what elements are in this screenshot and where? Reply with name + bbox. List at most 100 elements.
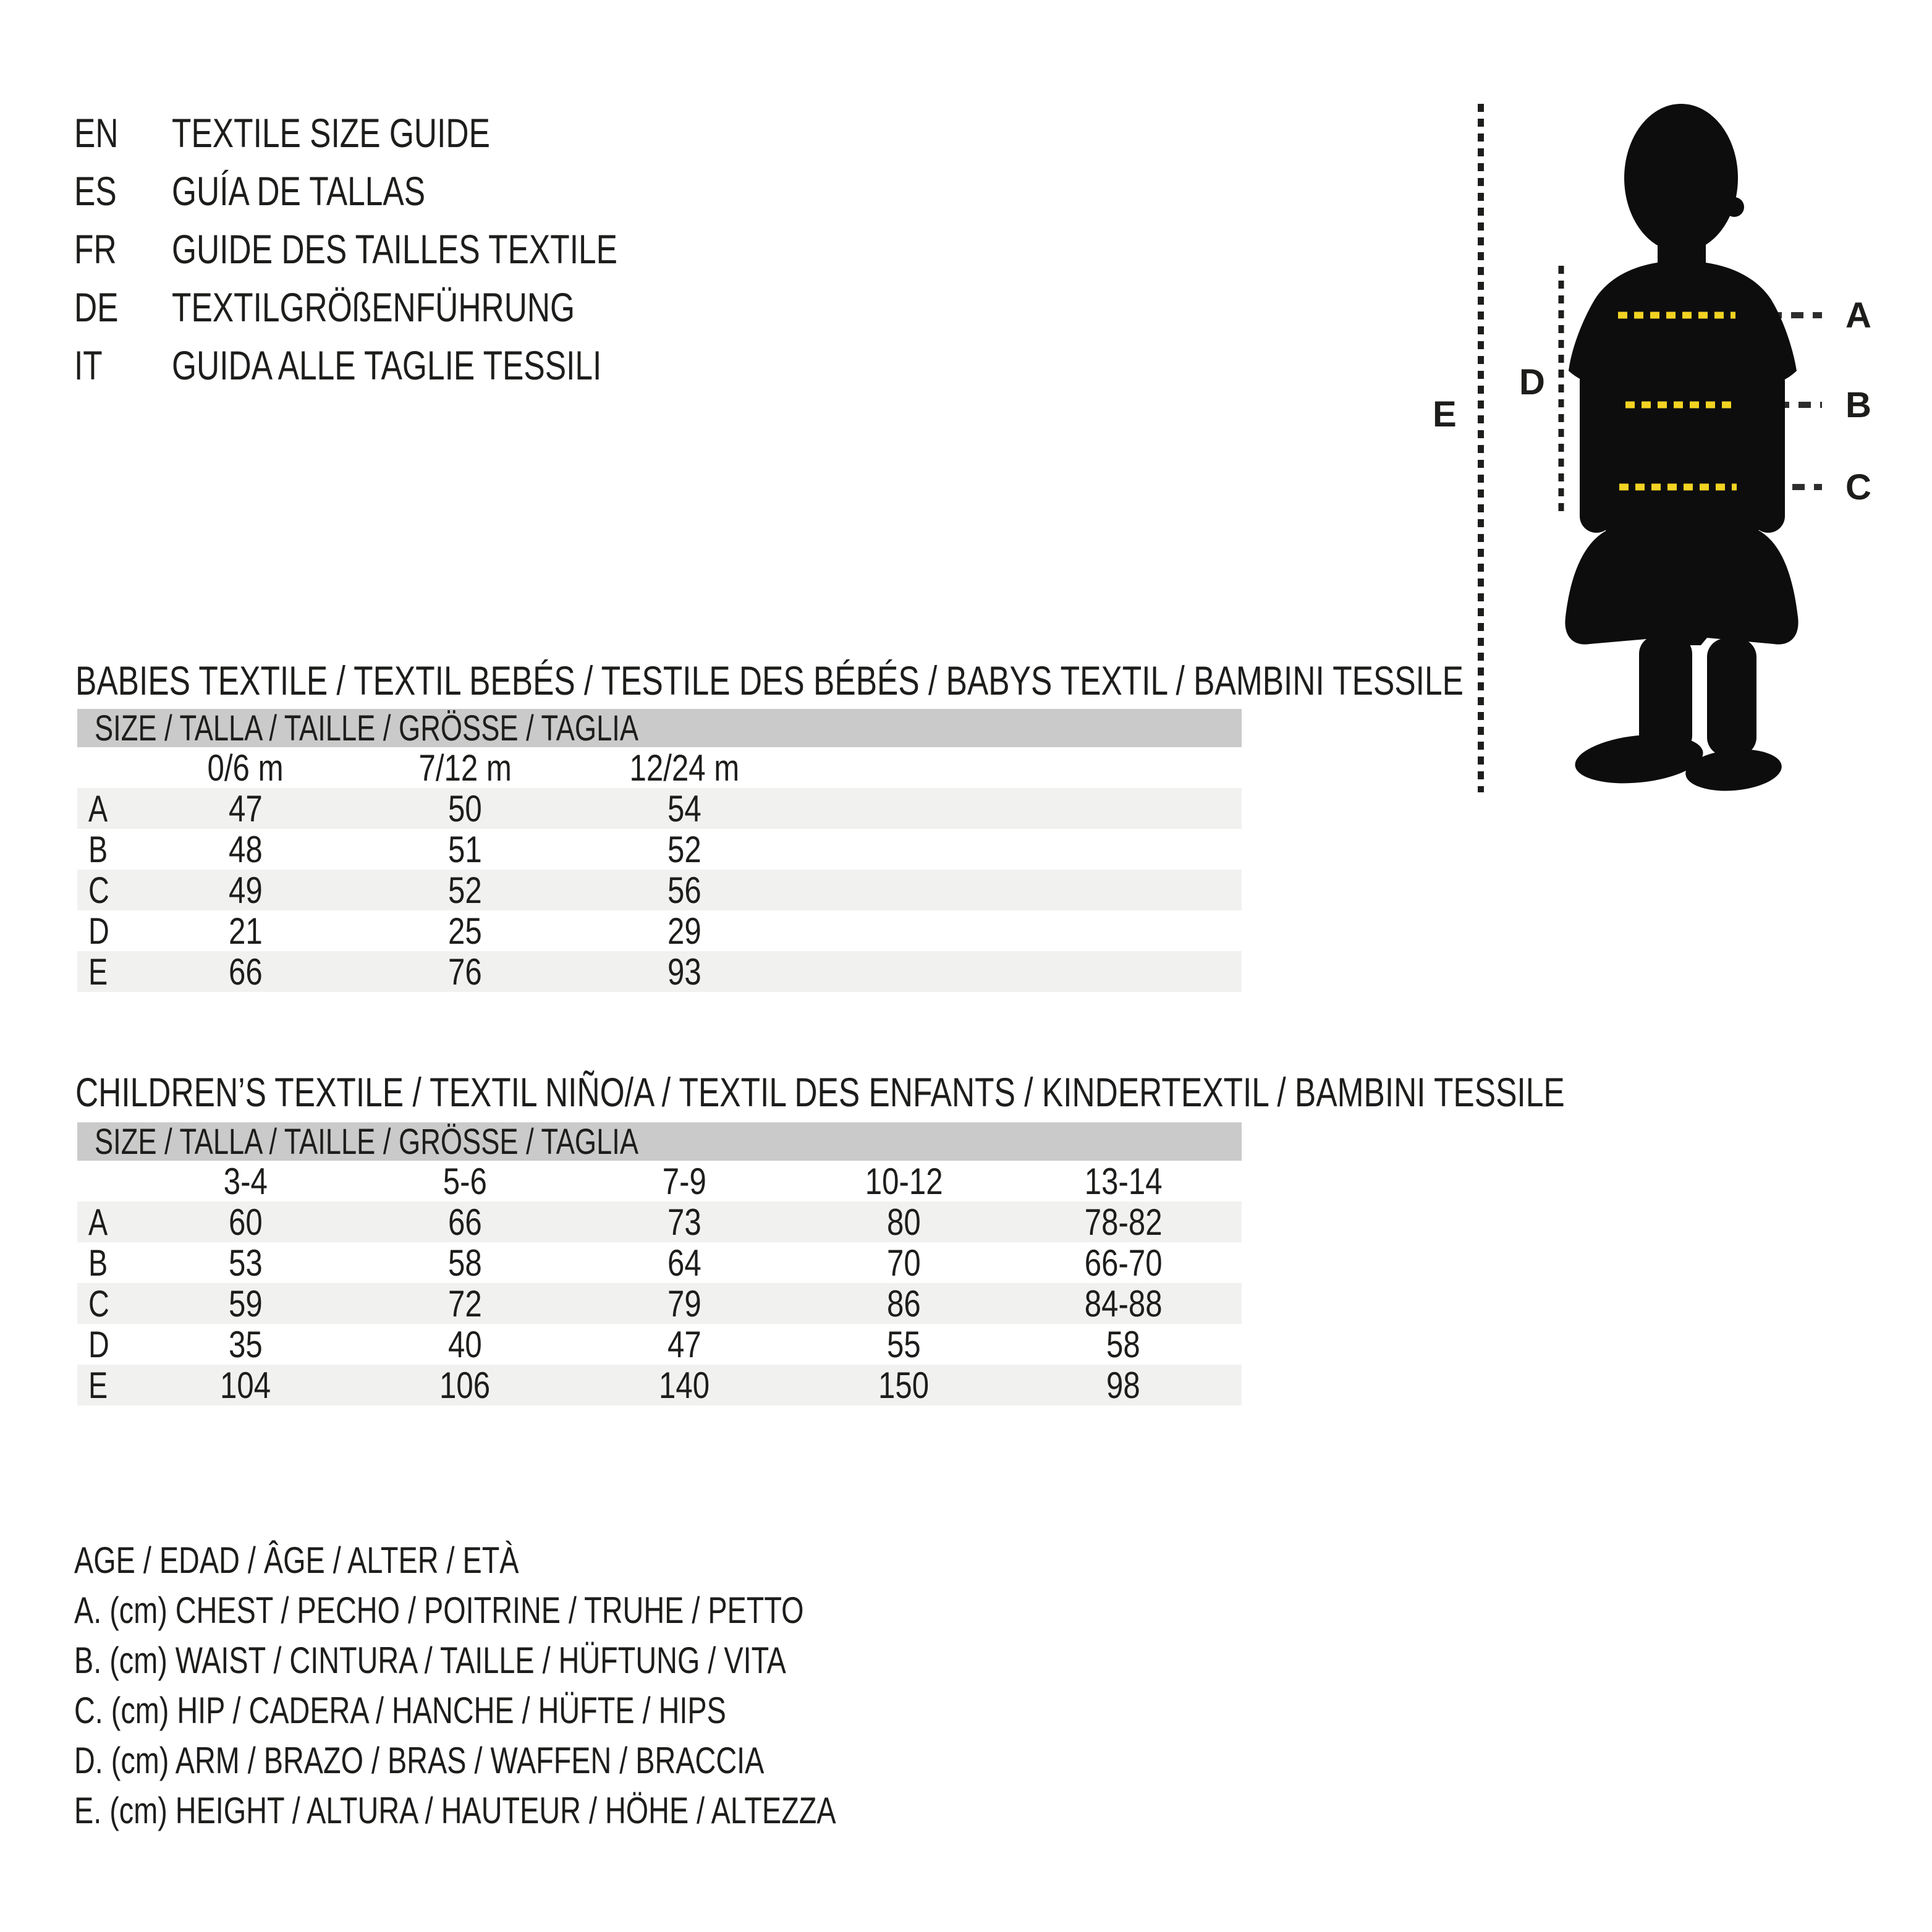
- babies-column-header: 7/12 m: [418, 747, 512, 789]
- size-cell: 80: [887, 1201, 921, 1243]
- babies-column-header-row: 0/6 m 7/12 m 12/24 m: [77, 747, 1242, 789]
- babies-section-heading: BABIES TEXTILE / TEXTIL BEBÉS / TESTILE …: [75, 658, 1464, 703]
- size-cell: 73: [667, 1201, 701, 1243]
- babies-row-e: E 66 76 93: [77, 951, 1242, 993]
- size-cell: 35: [229, 1323, 263, 1365]
- size-cell: 150: [878, 1364, 930, 1406]
- babies-column-header: 0/6 m: [207, 747, 284, 789]
- size-cell: 50: [448, 787, 482, 829]
- babies-row-b: B 48 51 52: [77, 829, 1242, 870]
- children-column-header: 3-4: [223, 1160, 268, 1202]
- size-cell: 66-70: [1084, 1242, 1163, 1284]
- language-row-fr: FR GUIDE DES TAILLES TEXTILE: [74, 220, 743, 278]
- children-column-header: 5-6: [443, 1160, 488, 1202]
- size-cell: 72: [448, 1282, 482, 1324]
- size-cell: 76: [448, 951, 482, 993]
- children-row-d: D 35 40 47 55 58: [77, 1324, 1242, 1365]
- language-title-it: GUIDA ALLE TAGLIE TESSILI: [172, 342, 602, 388]
- size-cell: 21: [229, 910, 263, 952]
- row-label: B: [88, 828, 108, 870]
- size-cell: 53: [229, 1242, 263, 1284]
- size-cell: 106: [439, 1364, 491, 1406]
- size-cell: 140: [659, 1364, 710, 1406]
- figure-label-b: B: [1845, 385, 1871, 425]
- language-title-es: GUÍA DE TALLAS: [172, 168, 426, 214]
- size-cell: 60: [229, 1201, 263, 1243]
- children-size-table: SIZE / TALLA / TAILLE / GRÖSSE / TAGLIA …: [77, 1122, 1242, 1406]
- legend-line-arm: D. (cm) ARM / BRAZO / BRAS / WAFFEN / BR…: [74, 1740, 765, 1781]
- children-section-heading: CHILDREN’S TEXTILE / TEXTIL NIÑO/A / TEX…: [75, 1069, 1565, 1115]
- size-cell: 48: [229, 828, 263, 870]
- figure-label-d: D: [1519, 362, 1545, 402]
- language-title-en: TEXTILE SIZE GUIDE: [172, 110, 490, 156]
- children-row-a: A 60 66 73 80 78-82: [77, 1201, 1242, 1243]
- size-cell: 55: [887, 1323, 921, 1365]
- size-cell: 47: [229, 787, 263, 829]
- language-row-de: DE TEXTILGRÖßENFÜHRUNG: [74, 278, 743, 336]
- size-cell: 66: [448, 1201, 482, 1243]
- size-cell: 86: [887, 1282, 921, 1324]
- size-cell: 58: [448, 1242, 482, 1284]
- babies-size-table: SIZE / TALLA / TAILLE / GRÖSSE / TAGLIA …: [77, 708, 1242, 993]
- size-cell: 25: [448, 910, 482, 952]
- language-title-fr: GUIDE DES TAILLES TEXTILE: [172, 226, 617, 272]
- babies-column-header: 12/24 m: [629, 747, 740, 789]
- row-label: A: [88, 787, 108, 829]
- size-cell: 47: [667, 1323, 701, 1365]
- legend-line-age: AGE / EDAD / ÂGE / ALTER / ETÀ: [74, 1540, 519, 1581]
- babies-row-c: C 49 52 56: [77, 869, 1242, 911]
- size-cell: 52: [448, 869, 482, 911]
- legend-line-height: E. (cm) HEIGHT / ALTURA / HAUTEUR / HÖHE…: [74, 1790, 836, 1831]
- row-label: E: [88, 1364, 108, 1406]
- babies-size-header-bar: SIZE / TALLA / TAILLE / GRÖSSE / TAGLIA: [77, 708, 1242, 748]
- row-label: A: [88, 1201, 108, 1243]
- legend-line-chest: A. (cm) CHEST / PECHO / POITRINE / TRUHE…: [74, 1590, 804, 1631]
- size-cell: 66: [229, 951, 263, 993]
- size-cell: 58: [1106, 1323, 1140, 1365]
- row-label: C: [88, 869, 109, 911]
- size-cell: 49: [229, 869, 263, 911]
- size-cell: 104: [220, 1364, 271, 1406]
- size-cell: 54: [667, 787, 701, 829]
- child-silhouette: [1565, 104, 1799, 791]
- language-row-en: EN TEXTILE SIZE GUIDE: [74, 104, 743, 162]
- language-code-de: DE: [74, 284, 119, 330]
- size-cell: 93: [667, 951, 701, 993]
- babies-row-a: A 47 50 54: [77, 788, 1242, 829]
- size-cell: 52: [667, 828, 701, 870]
- size-cell: 59: [229, 1282, 263, 1324]
- figure-label-e: E: [1433, 394, 1457, 434]
- size-cell: 64: [667, 1242, 701, 1284]
- children-column-header: 10-12: [865, 1160, 943, 1202]
- language-code-en: EN: [74, 110, 119, 156]
- children-row-b: B 53 58 64 70 66-70: [77, 1242, 1242, 1284]
- legend-line-waist: B. (cm) WAIST / CINTURA / TAILLE / HÜFTU…: [74, 1640, 786, 1681]
- child-measurement-figure: A B C D E: [1433, 104, 1871, 792]
- children-row-e: E 104 106 140 150 98: [77, 1364, 1242, 1406]
- row-label: C: [88, 1282, 109, 1324]
- children-column-header: 13-14: [1084, 1160, 1163, 1202]
- language-row-es: ES GUÍA DE TALLAS: [74, 162, 743, 220]
- row-label: B: [88, 1242, 108, 1284]
- size-cell: 70: [887, 1242, 921, 1284]
- row-label: E: [88, 951, 108, 993]
- children-column-header: 7-9: [662, 1160, 707, 1202]
- legend-line-hip: C. (cm) HIP / CADERA / HANCHE / HÜFTE / …: [74, 1690, 726, 1731]
- language-code-fr: FR: [74, 226, 117, 272]
- children-size-header-bar: SIZE / TALLA / TAILLE / GRÖSSE / TAGLIA: [77, 1122, 1242, 1162]
- language-title-list: EN TEXTILE SIZE GUIDE ES GUÍA DE TALLAS …: [74, 104, 743, 394]
- size-cell: 40: [448, 1323, 482, 1365]
- babies-row-d: D 21 25 29: [77, 910, 1242, 952]
- language-title-de: TEXTILGRÖßENFÜHRUNG: [172, 284, 575, 330]
- size-cell: 79: [667, 1282, 701, 1324]
- children-row-c: C 59 72 79 86 84-88: [77, 1283, 1242, 1324]
- size-cell: 51: [448, 828, 482, 870]
- row-label: D: [88, 910, 109, 952]
- size-cell: 29: [667, 910, 701, 952]
- language-code-es: ES: [74, 168, 117, 214]
- size-cell: 78-82: [1084, 1201, 1163, 1243]
- children-column-header-row: 3-4 5-6 7-9 10-12 13-14: [77, 1160, 1242, 1202]
- measurement-legend: AGE / EDAD / ÂGE / ALTER / ETÀ A. (cm) C…: [74, 1535, 1051, 1836]
- language-row-it: IT GUIDA ALLE TAGLIE TESSILI: [74, 336, 743, 394]
